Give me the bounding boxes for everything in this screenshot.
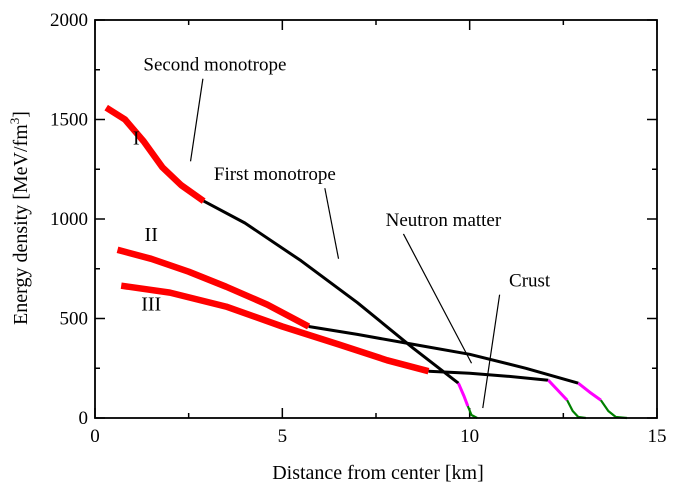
x-axis-title: Distance from center [km] (272, 462, 484, 484)
series-iii-second-monotrope-line (120, 282, 430, 375)
y-tick-label: 500 (60, 309, 89, 330)
series-ii-neutron-matter-line (577, 382, 602, 402)
y-tick-label: 1000 (50, 209, 88, 230)
x-tick-labels: 0 5 10 15 (90, 426, 666, 447)
y-axis-title-superscript: 3 (7, 118, 22, 125)
series-label-i: I (133, 127, 140, 149)
series-i-neutron-matter-line (457, 382, 470, 407)
series-i-first-monotrope-line (202, 199, 460, 385)
x-tick-label: 0 (90, 426, 100, 447)
annotations: Second monotrope First monotrope Neutron m… (143, 55, 551, 409)
annotation-second-monotrope-pointer (189, 78, 204, 162)
y-axis-title-close: ] (10, 111, 32, 118)
annotation-neutron-matter-label: Neutron matter (386, 210, 502, 231)
y-tick-label: 2000 (50, 10, 88, 31)
series-i-crust-line (466, 405, 478, 419)
annotation-neutron-matter-pointer (402, 233, 473, 364)
annotation-first-monotrope-label: First monotrope (214, 164, 336, 185)
x-tick-label: 15 (648, 426, 667, 447)
y-axis-title-main: Energy density [MeV/fm (10, 124, 32, 325)
plot-frame (94, 19, 658, 419)
series-i-second-monotrope-line (104, 104, 206, 204)
series-ii-second-monotrope-line (116, 246, 311, 330)
series-lines (104, 104, 628, 420)
y-tick-label: 0 (79, 408, 89, 429)
y-tick-labels: 0 500 1000 1500 2000 (50, 10, 88, 429)
annotation-first-monotrope-pointer (324, 188, 340, 259)
annotation-second-monotrope-label: Second monotrope (143, 55, 286, 76)
y-axis-title: Energy density [MeV/fm3] (7, 111, 32, 325)
series-label-ii: II (145, 224, 158, 246)
x-tick-label: 10 (460, 426, 479, 447)
series-iii-neutron-matter-line (547, 379, 569, 402)
x-tick-label: 5 (278, 426, 288, 447)
annotation-crust-pointer (482, 294, 501, 409)
series-ii-first-monotrope-line (308, 325, 579, 385)
y-tick-label: 1500 (50, 110, 88, 131)
series-iii-first-monotrope-line (428, 369, 549, 382)
annotation-crust-label: Crust (509, 271, 551, 292)
series-label-iii: III (141, 294, 161, 316)
